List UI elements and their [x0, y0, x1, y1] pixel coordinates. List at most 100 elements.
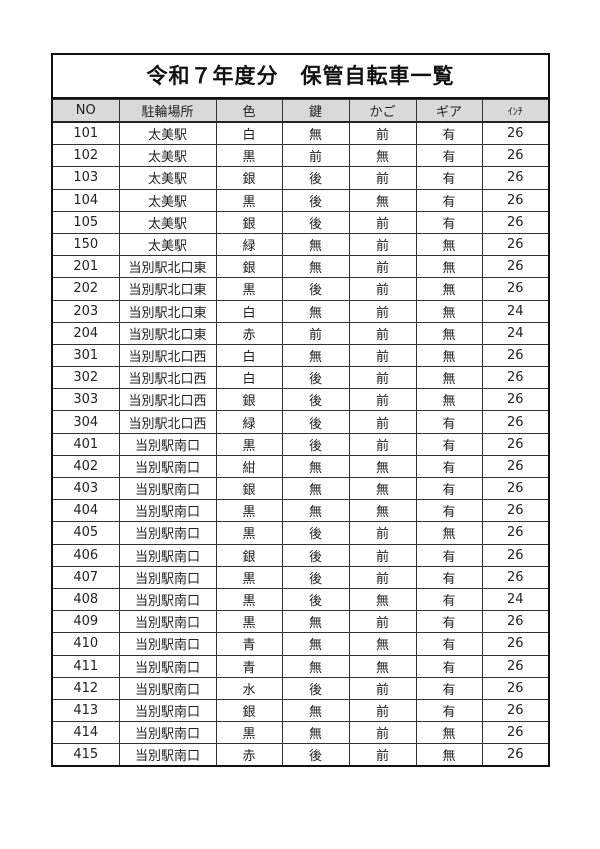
cell-basket: 前 — [348, 232, 417, 257]
cell-inch: 26 — [481, 255, 548, 279]
cell-lock: 無 — [281, 499, 350, 523]
cell-gear: 無 — [415, 277, 483, 301]
cell-basket: 無 — [348, 654, 417, 678]
cell-color: 緑 — [215, 232, 283, 257]
cell-no: 406 — [53, 543, 120, 567]
cell-gear: 有 — [415, 144, 483, 168]
cell-lock: 無 — [281, 232, 350, 257]
column-header-location: 駐輪場所 — [118, 99, 217, 123]
cell-basket: 前 — [348, 721, 417, 745]
cell-no: 413 — [53, 698, 120, 723]
cell-no: 301 — [53, 343, 120, 368]
column-header-basket: かご — [348, 99, 417, 123]
cell-color: 白 — [215, 343, 283, 368]
cell-basket: 無 — [348, 144, 417, 168]
cell-location: 当別駅北口東 — [118, 321, 217, 345]
cell-gear: 有 — [415, 543, 483, 567]
cell-lock: 後 — [281, 521, 350, 545]
cell-location: 太美駅 — [118, 210, 217, 234]
cell-basket: 前 — [348, 366, 417, 390]
cell-lock: 後 — [281, 210, 350, 234]
cell-inch: 26 — [481, 565, 548, 589]
table-row: 203 当別駅北口東白無前無 24 — [53, 299, 548, 323]
cell-color: 黒 — [215, 610, 283, 634]
cell-basket: 前 — [348, 166, 417, 190]
cell-basket: 前 — [348, 543, 417, 567]
cell-lock: 無 — [281, 343, 350, 368]
cell-lock: 無 — [281, 721, 350, 745]
table-row: 408 当別駅南口黒後無有 24 — [53, 587, 548, 612]
cell-lock: 後 — [281, 543, 350, 567]
cell-inch: 26 — [481, 610, 548, 634]
cell-no: 104 — [53, 188, 120, 212]
cell-color: 黒 — [215, 565, 283, 589]
cell-basket: 前 — [348, 388, 417, 412]
cell-no: 102 — [53, 144, 120, 168]
cell-inch: 26 — [481, 366, 548, 390]
table-row: 407 当別駅南口黒後前有 26 — [53, 565, 548, 589]
cell-inch: 26 — [481, 721, 548, 745]
table-row: 150 太美駅緑無前無 26 — [53, 232, 548, 257]
cell-lock: 無 — [281, 454, 350, 479]
cell-color: 銀 — [215, 255, 283, 279]
cell-lock: 後 — [281, 410, 350, 434]
cell-location: 当別駅北口東 — [118, 299, 217, 323]
table-row: 101 太美駅白無前有 26 — [53, 121, 548, 146]
cell-inch: 26 — [481, 632, 548, 656]
cell-location: 太美駅 — [118, 121, 217, 146]
cell-gear: 有 — [415, 676, 483, 700]
cell-color: 黒 — [215, 432, 283, 456]
column-header-color: 色 — [215, 99, 283, 123]
cell-no: 204 — [53, 321, 120, 345]
cell-inch: 24 — [481, 321, 548, 345]
cell-color: 黒 — [215, 587, 283, 612]
cell-color: 黒 — [215, 277, 283, 301]
cell-location: 当別駅南口 — [118, 721, 217, 745]
column-header-inch: ｲﾝﾁ — [481, 99, 548, 123]
cell-lock: 後 — [281, 565, 350, 589]
cell-color: 青 — [215, 654, 283, 678]
cell-color: 赤 — [215, 743, 283, 766]
column-header-gear: ギア — [415, 99, 483, 123]
cell-basket: 無 — [348, 587, 417, 612]
cell-lock: 前 — [281, 144, 350, 168]
cell-color: 銀 — [215, 166, 283, 190]
cell-location: 当別駅南口 — [118, 698, 217, 723]
cell-gear: 有 — [415, 499, 483, 523]
cell-color: 黒 — [215, 188, 283, 212]
cell-inch: 24 — [481, 587, 548, 612]
cell-lock: 無 — [281, 654, 350, 678]
cell-no: 409 — [53, 610, 120, 634]
bicycle-list-document: 令和７年度分 保管自転車一覧 NO 駐輪場所色鍵かご ギア ｲﾝﾁ 101 太美駅白無前… — [51, 53, 550, 768]
cell-basket: 無 — [348, 499, 417, 523]
cell-location: 当別駅南口 — [118, 499, 217, 523]
cell-inch: 26 — [481, 743, 548, 766]
cell-no: 410 — [53, 632, 120, 656]
cell-lock: 後 — [281, 432, 350, 456]
cell-location: 当別駅北口西 — [118, 388, 217, 412]
cell-color: 紺 — [215, 454, 283, 479]
cell-basket: 前 — [348, 299, 417, 323]
cell-color: 白 — [215, 299, 283, 323]
cell-lock: 前 — [281, 321, 350, 345]
cell-gear: 有 — [415, 698, 483, 723]
cell-gear: 有 — [415, 166, 483, 190]
cell-gear: 無 — [415, 521, 483, 545]
cell-inch: 26 — [481, 188, 548, 212]
table-row: 301 当別駅北口西白無前無 26 — [53, 343, 548, 368]
cell-no: 403 — [53, 476, 120, 501]
cell-color: 緑 — [215, 410, 283, 434]
table-row: 404 当別駅南口黒無無有 26 — [53, 499, 548, 523]
cell-gear: 無 — [415, 321, 483, 345]
table-body: 101 太美駅白無前有 26 102 太美駅黒前無有 26 103 太美駅銀後前有 26 104 太… — [53, 121, 548, 766]
table-row: 202 当別駅北口東黒後前無 26 — [53, 277, 548, 301]
cell-no: 101 — [53, 121, 120, 146]
cell-no: 412 — [53, 676, 120, 700]
cell-no: 405 — [53, 521, 120, 545]
table-row: 102 太美駅黒前無有 26 — [53, 144, 548, 168]
cell-no: 401 — [53, 432, 120, 456]
cell-lock: 無 — [281, 299, 350, 323]
column-header-lock: 鍵 — [281, 99, 350, 123]
cell-location: 当別駅北口東 — [118, 255, 217, 279]
page-title: 令和７年度分 保管自転車一覧 — [53, 55, 548, 99]
